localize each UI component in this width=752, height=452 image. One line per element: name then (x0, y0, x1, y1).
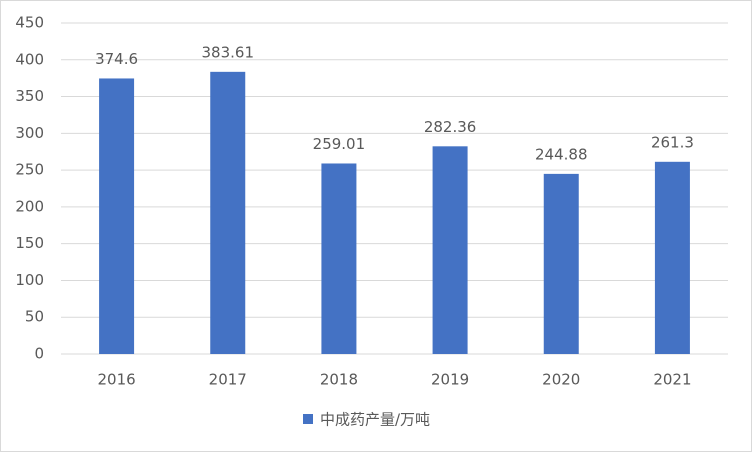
data-label: 259.01 (313, 135, 366, 153)
y-tick-label: 100 (15, 271, 44, 289)
x-tick-label: 2016 (97, 371, 135, 389)
y-tick-label: 300 (15, 124, 44, 142)
bar (543, 173, 579, 354)
y-tick-label: 200 (15, 197, 44, 215)
x-tick-label: 2019 (431, 371, 469, 389)
y-tick-label: 350 (15, 87, 44, 105)
y-tick-label: 250 (15, 161, 44, 179)
bar (99, 78, 135, 355)
y-tick-label: 400 (15, 50, 44, 68)
x-tick-label: 2020 (542, 371, 580, 389)
data-label: 282.36 (424, 118, 477, 136)
bar (321, 163, 357, 354)
bar (432, 146, 468, 354)
x-tick-label: 2017 (209, 371, 247, 389)
data-label: 261.3 (651, 133, 694, 151)
legend-swatch (303, 414, 313, 424)
x-tick-label: 2018 (320, 371, 358, 389)
y-tick-label: 150 (15, 234, 44, 252)
y-tick-label: 50 (25, 308, 44, 326)
y-tick-label: 0 (34, 345, 44, 363)
bar (654, 161, 690, 354)
data-label: 383.61 (202, 43, 255, 61)
legend-label: 中成药产量/万吨 (320, 411, 430, 429)
data-label: 244.88 (535, 145, 588, 163)
y-tick-label: 450 (15, 14, 44, 32)
x-tick-label: 2021 (653, 371, 691, 389)
bar (210, 71, 246, 355)
data-label: 374.6 (95, 50, 138, 68)
